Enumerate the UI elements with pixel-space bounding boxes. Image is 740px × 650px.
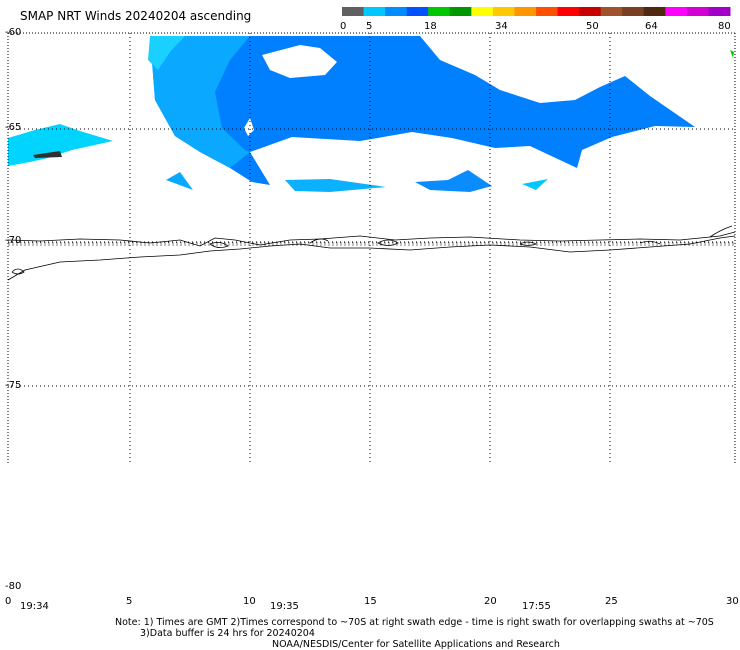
note-line-1: Note: 1) Times are GMT 2)Times correspon… — [115, 617, 714, 628]
colorbar-swatch — [686, 7, 709, 16]
lon-label-30: 30 — [726, 596, 739, 607]
chart-title: SMAP NRT Winds 20240204 ascending — [20, 9, 252, 23]
wind-strip-2 — [415, 170, 492, 192]
note-line-2: 3)Data buffer is 24 hrs for 20240204 — [140, 628, 315, 639]
time-label-3: 17:55 — [522, 601, 551, 612]
colorbar-swatch — [514, 7, 537, 16]
colorbar-swatch — [449, 7, 472, 16]
lon-label-15: 15 — [364, 596, 377, 607]
colorbar-swatch — [557, 7, 580, 16]
lon-label-10: 10 — [243, 596, 256, 607]
colorbar-swatch — [600, 7, 623, 16]
lon-label-5: 5 — [126, 596, 133, 607]
colorbar-tick-64: 64 — [645, 21, 658, 32]
wind-fragment-1 — [166, 172, 193, 190]
colorbar-tick-34: 34 — [495, 21, 508, 32]
lat-label-60: -60 — [5, 27, 22, 38]
colorbar-tick-18: 18 — [424, 21, 437, 32]
wind-swath — [8, 36, 734, 192]
lon-label-25: 25 — [605, 596, 618, 607]
wind-dot-right — [730, 50, 734, 58]
time-label-2: 19:35 — [270, 601, 299, 612]
swath-gap-1 — [262, 45, 337, 78]
lat-label-65: -65 — [5, 122, 22, 133]
colorbar-swatch — [579, 7, 602, 16]
frame — [7, 32, 736, 465]
wind-strip — [285, 179, 386, 192]
colorbar-swatch — [492, 7, 515, 16]
colorbar-swatch — [385, 7, 408, 16]
note-line-3: NOAA/NESDIS/Center for Satellite Applica… — [272, 639, 560, 650]
wind-region-cyan-top — [148, 36, 185, 70]
calm-region-gray — [33, 151, 62, 158]
colorbar — [342, 7, 731, 16]
colorbar-swatch — [708, 7, 731, 16]
lat-label-75: -75 — [5, 380, 22, 391]
colorbar-swatch — [406, 7, 429, 16]
coastline — [7, 225, 736, 281]
lat-label-70: -70 — [5, 235, 22, 246]
colorbar-swatch — [342, 7, 365, 16]
colorbar-swatch — [428, 7, 451, 16]
colorbar-swatch — [536, 7, 559, 16]
colorbar-tick-80: 80 — [718, 21, 731, 32]
grid — [8, 33, 735, 465]
ice-hatch — [8, 242, 735, 246]
lat-label-80: -80 — [5, 581, 22, 592]
colorbar-swatch — [622, 7, 645, 16]
colorbar-tick-0: 0 — [340, 21, 347, 32]
colorbar-tick-50: 50 — [586, 21, 599, 32]
lon-label-0: 0 — [5, 596, 12, 607]
swath-gap-2 — [244, 118, 254, 136]
colorbar-tick-5: 5 — [366, 21, 373, 32]
time-label-1: 19:34 — [20, 601, 49, 612]
colorbar-swatches — [342, 7, 731, 16]
wind-region-cyan-left — [8, 124, 113, 166]
colorbar-swatch — [471, 7, 494, 16]
lon-label-20: 20 — [484, 596, 497, 607]
wind-region-light — [150, 36, 250, 168]
colorbar-swatch — [643, 7, 666, 16]
colorbar-swatch — [363, 7, 386, 16]
wind-fragment-2 — [522, 179, 548, 190]
colorbar-swatch — [665, 7, 688, 16]
